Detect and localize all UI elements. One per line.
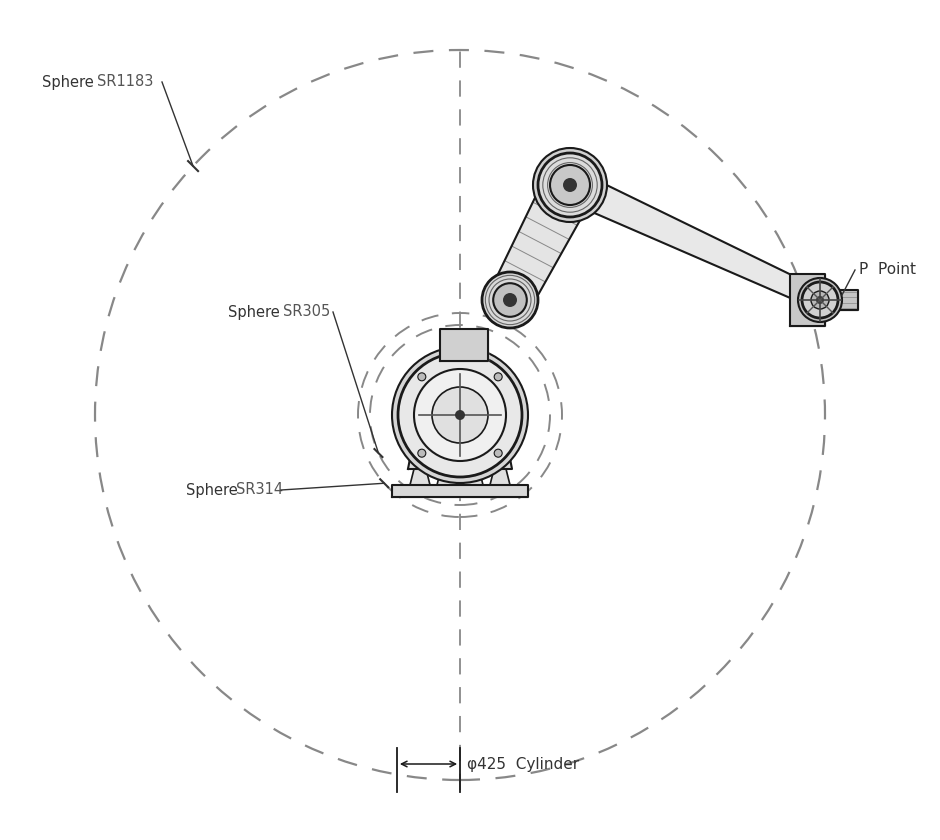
- Circle shape: [802, 282, 838, 318]
- Circle shape: [432, 387, 488, 443]
- Text: Sphere: Sphere: [42, 75, 94, 90]
- Text: SR305: SR305: [283, 304, 330, 319]
- Polygon shape: [392, 485, 528, 497]
- Circle shape: [414, 369, 506, 461]
- Polygon shape: [490, 469, 510, 485]
- Circle shape: [816, 296, 824, 304]
- Circle shape: [494, 449, 502, 457]
- Polygon shape: [563, 171, 824, 309]
- Text: SR1183: SR1183: [97, 75, 153, 90]
- Polygon shape: [790, 274, 825, 326]
- Text: P  Point: P Point: [859, 262, 916, 277]
- Circle shape: [494, 373, 502, 381]
- Circle shape: [482, 272, 538, 328]
- Circle shape: [398, 353, 522, 477]
- Circle shape: [417, 449, 426, 457]
- Circle shape: [494, 283, 526, 317]
- Text: φ425  Cylinder: φ425 Cylinder: [467, 757, 579, 771]
- Circle shape: [392, 347, 528, 483]
- Polygon shape: [491, 173, 593, 310]
- Circle shape: [533, 148, 607, 222]
- Circle shape: [550, 165, 590, 205]
- Circle shape: [563, 178, 577, 192]
- Polygon shape: [410, 469, 430, 485]
- Polygon shape: [408, 427, 512, 469]
- Polygon shape: [463, 469, 483, 485]
- Polygon shape: [437, 469, 457, 485]
- Text: SR314: SR314: [236, 482, 283, 497]
- Text: Sphere: Sphere: [228, 304, 285, 319]
- Circle shape: [455, 410, 465, 420]
- Circle shape: [417, 373, 426, 381]
- Text: Sphere: Sphere: [186, 482, 238, 497]
- Polygon shape: [440, 329, 488, 361]
- Circle shape: [538, 153, 602, 217]
- Circle shape: [798, 278, 842, 322]
- Polygon shape: [825, 290, 858, 310]
- Circle shape: [811, 291, 829, 309]
- Circle shape: [503, 293, 517, 307]
